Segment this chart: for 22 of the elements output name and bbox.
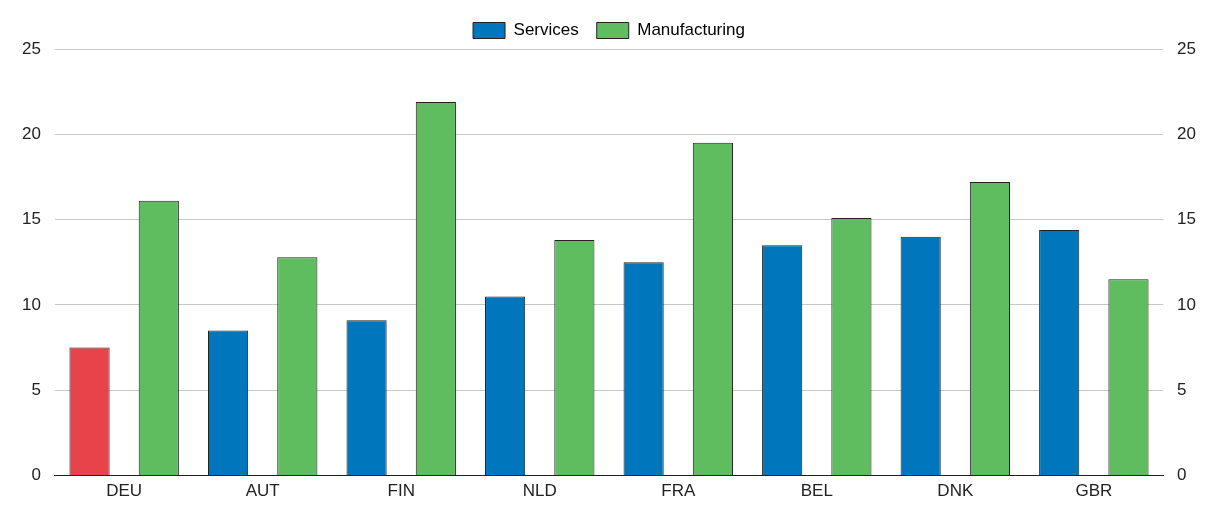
y-tick-label: 5 [31, 379, 41, 399]
x-tick-label: DNK [937, 481, 974, 501]
y2-tick-label: 10 [1177, 294, 1197, 314]
x-tick-label: FRA [661, 481, 696, 501]
legend-label: Services [513, 20, 579, 40]
x-tick-label: DEU [106, 481, 143, 501]
legend-label: Manufacturing [637, 20, 745, 40]
y-tick-label: 15 [21, 209, 41, 229]
y2-tick-label: 5 [1177, 379, 1187, 399]
y-tick-label: 0 [31, 465, 41, 485]
x-tick-label: FIN [387, 481, 415, 501]
y-tick-label: 25 [21, 38, 41, 58]
x-tick-label: GBR [1075, 481, 1113, 501]
y2-tick-label: 0 [1177, 465, 1187, 485]
y2-tick-label: 15 [1177, 209, 1197, 229]
x-tick-label: BEL [800, 481, 833, 501]
y2-tick-label: 25 [1177, 38, 1197, 58]
x-tick-label: AUT [245, 481, 280, 501]
x-tick-label: NLD [522, 481, 557, 501]
y-tick-label: 20 [21, 124, 41, 144]
y2-tick-label: 20 [1177, 124, 1197, 144]
y-tick-label: 10 [21, 294, 41, 314]
